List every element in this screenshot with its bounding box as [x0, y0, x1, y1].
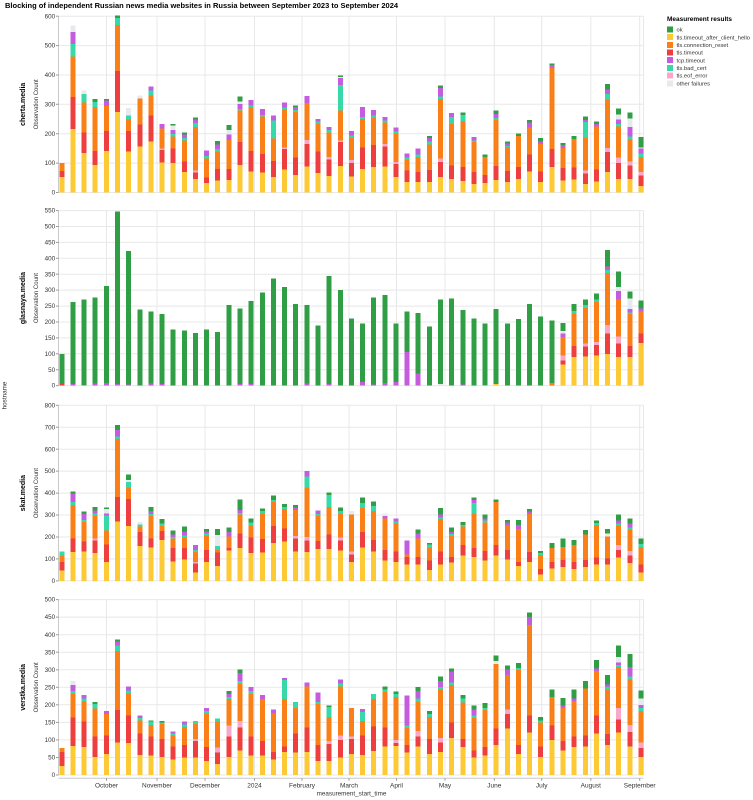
svg-text:Observation Count: Observation Count	[34, 468, 40, 518]
svg-text:500: 500	[45, 468, 56, 475]
svg-text:200: 200	[45, 534, 56, 541]
svg-text:November: November	[142, 783, 173, 790]
svg-text:700: 700	[45, 424, 56, 431]
svg-text:550: 550	[45, 208, 56, 215]
svg-text:Measurement results: Measurement results	[667, 16, 732, 23]
svg-text:150: 150	[45, 720, 56, 727]
svg-text:skat.media: skat.media	[20, 475, 27, 511]
svg-text:350: 350	[45, 649, 56, 656]
svg-text:April: April	[390, 783, 404, 790]
svg-text:0: 0	[52, 383, 56, 390]
svg-text:300: 300	[45, 287, 56, 294]
svg-text:100: 100	[45, 737, 56, 744]
svg-text:50: 50	[48, 755, 56, 762]
svg-text:Observation Count: Observation Count	[34, 273, 40, 323]
svg-text:October: October	[95, 783, 119, 790]
svg-text:March: March	[340, 783, 358, 790]
svg-text:350: 350	[45, 271, 56, 278]
svg-text:Observation Count: Observation Count	[34, 79, 40, 129]
svg-text:200: 200	[45, 131, 56, 138]
svg-text:600: 600	[45, 446, 56, 453]
svg-text:September: September	[624, 783, 657, 790]
svg-text:tls.eof_error: tls.eof_error	[677, 74, 708, 80]
svg-text:300: 300	[45, 667, 56, 674]
svg-text:cherta.media: cherta.media	[20, 83, 27, 126]
svg-text:0: 0	[52, 772, 56, 779]
svg-text:50: 50	[48, 367, 56, 374]
svg-text:hostname: hostname	[2, 381, 9, 409]
svg-text:August: August	[581, 783, 601, 790]
svg-text:ok: ok	[677, 28, 683, 34]
svg-text:300: 300	[45, 101, 56, 108]
svg-text:December: December	[190, 783, 221, 790]
svg-text:June: June	[487, 783, 501, 790]
svg-text:tls.timeout_after_client_hello: tls.timeout_after_client_hello	[677, 35, 750, 41]
svg-text:400: 400	[45, 72, 56, 79]
svg-text:May: May	[439, 783, 452, 790]
svg-text:Blocking of independent Russia: Blocking of independent Russian news med…	[5, 1, 399, 10]
svg-text:500: 500	[45, 224, 56, 231]
svg-text:100: 100	[45, 556, 56, 563]
svg-text:400: 400	[45, 632, 56, 639]
svg-text:450: 450	[45, 614, 56, 621]
svg-text:300: 300	[45, 512, 56, 519]
svg-text:100: 100	[45, 351, 56, 358]
svg-text:Observation Count: Observation Count	[34, 662, 40, 712]
svg-text:600: 600	[45, 13, 56, 20]
svg-text:other failures: other failures	[677, 81, 711, 87]
svg-text:250: 250	[45, 303, 56, 310]
svg-text:July: July	[536, 783, 548, 790]
svg-text:250: 250	[45, 684, 56, 691]
svg-text:500: 500	[45, 597, 56, 604]
svg-text:450: 450	[45, 240, 56, 247]
svg-text:0: 0	[52, 578, 56, 585]
svg-text:0: 0	[52, 190, 56, 197]
svg-text:2024: 2024	[247, 783, 262, 790]
svg-text:200: 200	[45, 702, 56, 709]
svg-text:tls.bad_cert: tls.bad_cert	[677, 66, 707, 72]
svg-text:February: February	[289, 783, 316, 790]
svg-text:200: 200	[45, 319, 56, 326]
svg-text:tls.connection_reset: tls.connection_reset	[677, 43, 729, 49]
svg-text:100: 100	[45, 160, 56, 167]
svg-text:150: 150	[45, 335, 56, 342]
svg-text:measurement_start_time: measurement_start_time	[317, 791, 387, 798]
svg-text:400: 400	[45, 490, 56, 497]
svg-text:glasnaya.media: glasnaya.media	[20, 272, 27, 324]
svg-text:400: 400	[45, 255, 56, 262]
svg-text:tcp.timeout: tcp.timeout	[677, 58, 706, 64]
svg-text:500: 500	[45, 43, 56, 50]
svg-text:verstka.media: verstka.media	[20, 664, 27, 711]
svg-text:800: 800	[45, 402, 56, 409]
svg-text:tls.timeout: tls.timeout	[677, 51, 704, 57]
